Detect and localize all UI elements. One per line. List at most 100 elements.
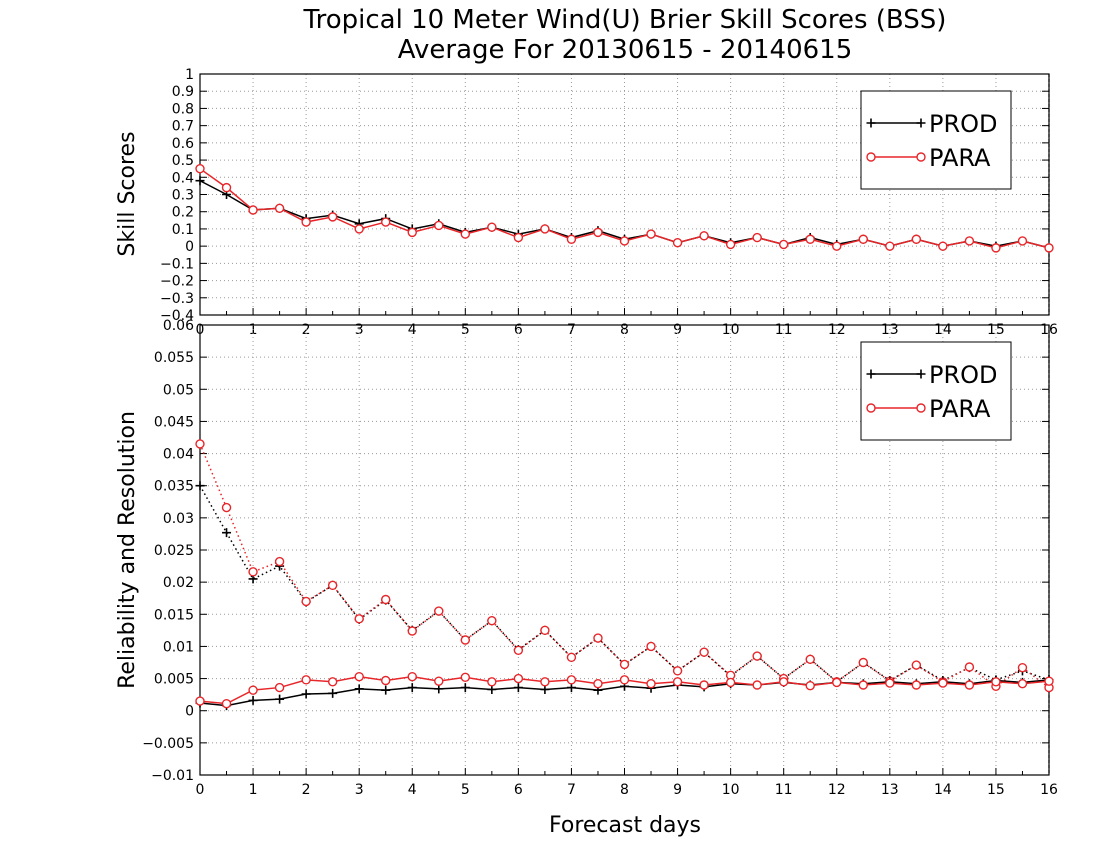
reliability-resolution-y-tick-label: 0.005 bbox=[154, 672, 194, 688]
reliability-resolution-legend-marker bbox=[866, 369, 876, 379]
reliability-resolution-x-tick-label: 10 bbox=[722, 782, 740, 798]
reliability-resolution-x-tick-label: 15 bbox=[987, 782, 1005, 798]
reliability-resolution-para-point bbox=[407, 671, 417, 682]
skill-scores-y-tick-label: 0.6 bbox=[172, 136, 194, 152]
skill-scores-y-tick-label: 0.1 bbox=[172, 222, 194, 238]
skill-scores-para-point bbox=[301, 217, 311, 227]
skill-scores-para-point bbox=[327, 212, 338, 222]
reliability-resolution-para-point bbox=[327, 677, 338, 687]
skill-scores-panel: 0 1 2 3 4 5 6 7 8 9 10 11 12 13 14 15 16−0.4−0.3−0.2−0.1… bbox=[115, 67, 1058, 338]
reliability-resolution-series-prod-dotted bbox=[195, 481, 1054, 687]
reliability-resolution-x-tick-label: 12 bbox=[828, 782, 846, 798]
skill-scores-y-tick-label: 0.2 bbox=[172, 205, 194, 221]
reliability-resolution-legend-box bbox=[860, 341, 1012, 441]
reliability-resolution-para-point bbox=[832, 677, 842, 688]
skill-scores-para-point bbox=[832, 241, 842, 251]
skill-scores-para-point bbox=[593, 227, 603, 238]
reliability-resolution-panel: 0 1 2 3 4 5 6 7 8 9 10 11 12 13 14 15 16−0.01−0.00500.00… bbox=[115, 318, 1058, 798]
reliability-resolution-para-point bbox=[513, 645, 524, 655]
reliability-resolution-para-point bbox=[805, 680, 815, 691]
skill-scores-y-tick-label: 0 bbox=[185, 239, 194, 255]
skill-scores-legend-marker bbox=[916, 152, 926, 162]
skill-scores-legend-marker bbox=[866, 152, 876, 162]
skill-scores-para-point bbox=[1017, 236, 1028, 246]
reliability-resolution-prod-point bbox=[487, 685, 497, 694]
reliability-resolution-y-tick-label: 0.015 bbox=[154, 607, 194, 623]
reliability-resolution-ticks: 0 1 2 3 4 5 6 7 8 9 10 11 12 13 14 15 16−0.01−0.00500.00… bbox=[142, 318, 1058, 798]
reliability-resolution-legend-marker bbox=[866, 403, 876, 413]
reliability-resolution-para-point bbox=[460, 672, 471, 682]
skill-scores-para-point bbox=[991, 243, 1001, 253]
reliability-resolution-para-point bbox=[487, 677, 497, 687]
reliability-resolution-para-point bbox=[327, 580, 338, 591]
skill-scores-y-tick-label: 0.8 bbox=[172, 101, 194, 117]
skill-scores-legend: PROD PARA bbox=[860, 90, 1012, 190]
reliability-resolution-x-tick-label: 8 bbox=[620, 782, 629, 798]
reliability-resolution-y-tick-label: 0.03 bbox=[163, 511, 194, 527]
reliability-resolution-x-tick-label: 13 bbox=[881, 782, 899, 798]
skill-scores-para-point bbox=[938, 241, 948, 251]
reliability-resolution-para-point bbox=[699, 680, 709, 690]
reliability-resolution-para-point bbox=[646, 641, 656, 652]
reliability-resolution-legend: PROD PARA bbox=[860, 341, 1012, 441]
skill-scores-para-point bbox=[487, 222, 497, 232]
reliability-resolution-para-point bbox=[274, 682, 285, 693]
skill-scores-para-point bbox=[434, 220, 444, 231]
reliability-resolution-y-tick-label: 0.025 bbox=[154, 543, 194, 559]
reliability-resolution-para-point bbox=[354, 614, 364, 624]
reliability-resolution-para-point bbox=[752, 651, 762, 661]
reliability-resolution-para-point bbox=[487, 616, 497, 626]
reliability-resolution-y-tick-label: 0.06 bbox=[163, 318, 194, 334]
reliability-resolution-x-tick-label: 2 bbox=[302, 782, 311, 798]
reliability-resolution-prod-point bbox=[354, 684, 364, 694]
reliability-resolution-x-tick-label: 0 bbox=[196, 782, 205, 798]
reliability-resolution-para-point bbox=[195, 439, 205, 449]
reliability-resolution-para-point bbox=[593, 633, 603, 643]
reliability-resolution-para-point bbox=[858, 680, 868, 690]
skill-scores-para-point bbox=[885, 241, 895, 251]
reliability-resolution-para-point bbox=[964, 680, 975, 690]
skill-scores-y-tick-label: −0.4 bbox=[160, 308, 194, 324]
reliability-resolution-para-point bbox=[221, 698, 232, 709]
skill-scores-y-tick-label: 1 bbox=[185, 67, 194, 83]
skill-scores-para-point bbox=[672, 237, 683, 248]
reliability-resolution-x-tick-label: 4 bbox=[408, 782, 417, 798]
skill-scores-para-point bbox=[381, 217, 391, 227]
reliability-resolution-para-point bbox=[434, 606, 444, 616]
reliability-resolution-legend-label: PARA bbox=[929, 395, 991, 423]
reliability-resolution-prod-point bbox=[301, 689, 311, 699]
reliability-resolution-para-point bbox=[1017, 662, 1028, 673]
skill-scores-y-tick-label: 0.9 bbox=[172, 84, 194, 100]
reliability-resolution-x-tick-label: 6 bbox=[514, 782, 523, 798]
reliability-resolution-y-tick-label: 0.05 bbox=[163, 382, 194, 398]
reliability-resolution-para-point bbox=[1044, 676, 1054, 686]
reliability-resolution-y-tick-label: 0.055 bbox=[154, 350, 194, 366]
reliability-resolution-x-tick-label: 7 bbox=[567, 782, 576, 798]
skill-scores-para-point bbox=[195, 163, 205, 174]
reliability-resolution-para-point bbox=[619, 675, 630, 685]
reliability-resolution-y-tick-label: 0.035 bbox=[154, 479, 194, 495]
reliability-resolution-x-tick-label: 1 bbox=[249, 782, 258, 798]
reliability-resolution-x-tick-label: 16 bbox=[1040, 782, 1058, 798]
reliability-resolution-para-point bbox=[991, 677, 1001, 687]
reliability-resolution-para-point bbox=[407, 626, 417, 636]
reliability-resolution-para-point bbox=[646, 679, 656, 689]
reliability-resolution-y-tick-label: 0.04 bbox=[163, 447, 194, 463]
reliability-resolution-prod-point bbox=[248, 695, 258, 705]
skill-scores-para-point bbox=[566, 234, 577, 244]
reliability-resolution-para-point bbox=[221, 502, 232, 513]
x-axis-label: Forecast days bbox=[549, 813, 701, 838]
skill-scores-legend-box bbox=[860, 90, 1012, 190]
reliability-resolution-para-point bbox=[938, 678, 948, 688]
reliability-resolution-x-tick-label: 5 bbox=[461, 782, 470, 798]
skill-scores-legend-label: PROD bbox=[929, 110, 998, 138]
skill-scores-para-point bbox=[911, 234, 922, 244]
reliability-resolution-prod-point bbox=[513, 683, 523, 693]
skill-scores-para-point bbox=[274, 203, 285, 213]
reliability-resolution-series-para-solid bbox=[195, 671, 1054, 709]
skill-scores-para-point bbox=[778, 239, 789, 250]
reliability-resolution-para-point bbox=[540, 677, 550, 687]
skill-scores-para-point bbox=[540, 224, 550, 234]
reliability-resolution-legend-marker bbox=[916, 403, 926, 413]
reliability-resolution-para-point bbox=[248, 567, 258, 577]
